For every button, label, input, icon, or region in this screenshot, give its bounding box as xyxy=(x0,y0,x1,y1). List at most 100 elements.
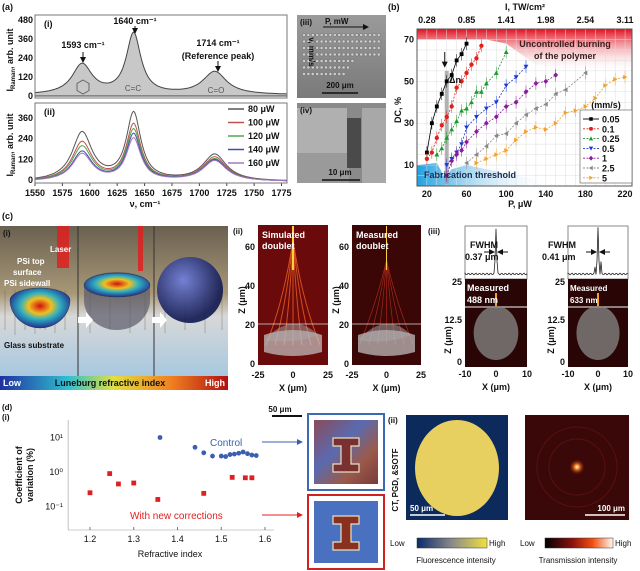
colorbar-title: Luneburg refractive index xyxy=(55,378,166,388)
peak-label-1714: 1714 cm⁻¹ xyxy=(196,38,239,48)
sem-dot xyxy=(324,65,328,70)
subpanel-label: (ii) xyxy=(233,227,243,236)
sem-image-iv: (iv) 10 μm xyxy=(297,103,386,183)
data-point xyxy=(201,490,207,496)
data-point xyxy=(513,120,518,126)
focal-spots-iii: 0 12.5 25 -10 0 10 X (μm) Z (μm) 0 12.5 25 -10 0 10 X … xyxy=(443,225,633,392)
data-point xyxy=(493,70,499,75)
data-point xyxy=(434,152,440,157)
data-point xyxy=(474,115,479,120)
top-tick-label: 0.85 xyxy=(458,15,476,25)
data-point xyxy=(434,104,439,109)
data-point xyxy=(469,62,474,67)
x-axis-label: X (μm) xyxy=(482,382,510,392)
data-point xyxy=(454,58,459,63)
sem-dot xyxy=(359,33,364,37)
sem-dot xyxy=(354,46,359,50)
x-tick-label: 1575 xyxy=(52,188,72,198)
spectrum-line xyxy=(34,137,287,182)
sem-dot xyxy=(319,39,324,44)
plot-frame-b xyxy=(416,28,633,187)
data-point xyxy=(459,108,464,113)
sem-dot xyxy=(328,33,333,37)
letter-i-shape xyxy=(332,515,360,551)
z-tick-label: 60 xyxy=(245,242,255,252)
colorbar-high: High xyxy=(489,539,505,548)
data-point xyxy=(523,89,529,95)
y-tick-label: 240 xyxy=(18,134,33,144)
measured-label: Measured xyxy=(356,230,398,240)
x-tick-label: 10 xyxy=(522,369,532,379)
sem-dot xyxy=(376,52,381,57)
subpanel-label: (i) xyxy=(44,19,53,29)
sem-dot xyxy=(372,46,377,50)
panel-b: (b) I, TW/cm² 20 0.28 60 0.85 100 1.41 140 1.98… xyxy=(388,2,634,209)
data-point xyxy=(504,148,509,153)
x-tick-label: 25 xyxy=(416,370,426,380)
sem-dot xyxy=(332,65,337,70)
sem-dot xyxy=(337,72,342,76)
sem-dot xyxy=(306,39,311,44)
sem-dot xyxy=(372,33,377,37)
y-axis-label-d-2: variation (%) xyxy=(25,448,35,502)
sem-dot xyxy=(346,39,350,44)
sem-dot xyxy=(341,52,346,57)
corrected-print-image xyxy=(307,494,385,570)
sem-dot xyxy=(350,39,355,44)
delta-n-label: Δn xyxy=(449,75,461,85)
sem-dot xyxy=(363,33,368,37)
sem-dot xyxy=(324,52,328,57)
scale-bar-label: 50 μm xyxy=(268,405,291,414)
sem-dot xyxy=(376,39,381,44)
data-point xyxy=(493,133,499,139)
data-point xyxy=(553,120,559,126)
subpanel-label: (ii) xyxy=(388,416,398,425)
x-tick-label: 100 xyxy=(499,189,514,199)
data-point xyxy=(107,471,113,476)
x-tick-label: -25 xyxy=(345,370,358,380)
data-point xyxy=(192,444,198,450)
panel-a-label: (a) xyxy=(2,2,13,12)
sem-dot xyxy=(328,46,333,50)
y-tick-label: 10¹ xyxy=(50,433,63,443)
subpanel-label: (iii) xyxy=(300,18,312,27)
data-point xyxy=(483,143,489,149)
sem-dot xyxy=(324,59,328,63)
z-tick-label: 0 xyxy=(250,359,255,369)
sem-dot xyxy=(354,33,359,37)
raman-spectrum-i: 0 120 240 360 480 xyxy=(18,15,288,101)
scale-bar-label: 100 μm xyxy=(597,504,625,513)
laser-beam xyxy=(138,226,143,271)
sem-dot xyxy=(324,46,328,50)
data-point xyxy=(439,123,444,128)
z-tick-label: 60 xyxy=(339,242,349,252)
x-tick-label: -25 xyxy=(251,370,264,380)
data-point xyxy=(563,87,568,93)
top-axis-label-b: I, TW/cm² xyxy=(505,2,545,12)
data-point xyxy=(493,114,499,120)
x-tick-label: 1675 xyxy=(162,188,182,198)
data-point xyxy=(218,453,224,459)
sem-dot xyxy=(354,39,359,44)
sem-dot xyxy=(302,39,306,44)
y-axis-label-a-i: IRaman, arb. unit xyxy=(5,28,17,91)
y-tick-label: 10⁻¹ xyxy=(45,502,63,512)
y-tick-label: 10 xyxy=(404,160,414,170)
raman-spectra-ii: 1550 1575 1600 1625 1650 1675 1700 1725 1750 1775… xyxy=(18,110,292,198)
legend-label: 0.1 xyxy=(602,124,615,134)
x-tick-label: 1.5 xyxy=(215,534,228,544)
control-print-image xyxy=(307,413,385,491)
substrate-label: Glass substrate xyxy=(4,341,65,350)
z-tick-label: 20 xyxy=(245,320,255,330)
sem-dot xyxy=(310,46,315,50)
data-point xyxy=(223,454,229,459)
data-point xyxy=(454,118,460,124)
data-point xyxy=(424,156,430,161)
panel-b-label: (b) xyxy=(388,2,400,12)
sem-dot xyxy=(302,46,306,50)
sem-dot xyxy=(306,59,311,63)
top-tick-label: 0.28 xyxy=(418,15,436,25)
legend-marker xyxy=(588,136,594,141)
sem-dot xyxy=(310,39,315,44)
